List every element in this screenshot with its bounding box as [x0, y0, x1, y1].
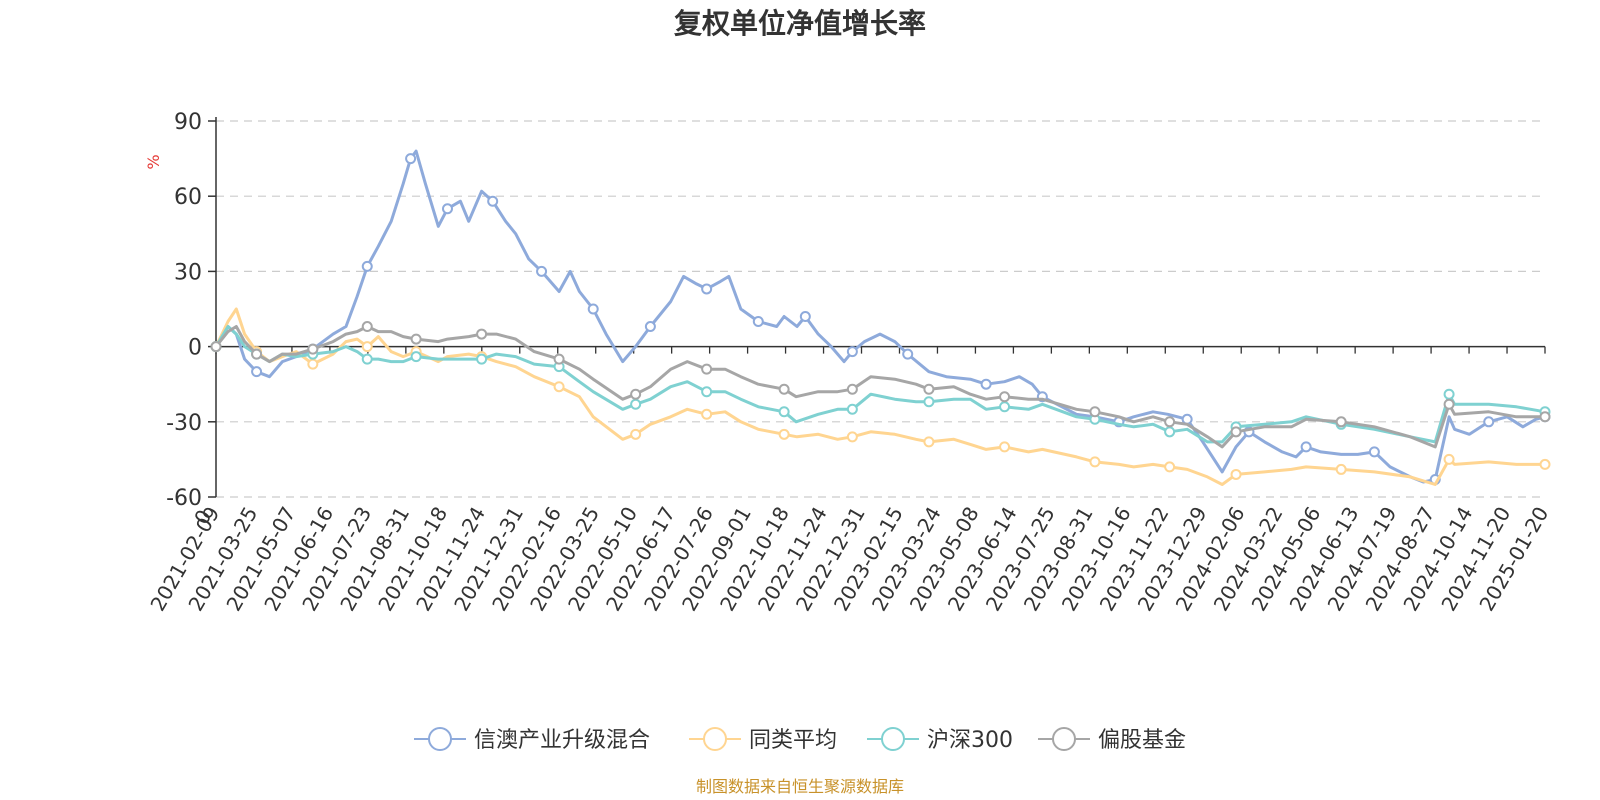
data-source-note: 制图数据来自恒生聚源数据库 — [696, 777, 904, 796]
series-point — [1335, 416, 1347, 428]
legend-swatch-marker — [1052, 727, 1076, 751]
series-point — [1539, 411, 1551, 423]
series-point — [752, 316, 764, 328]
legend-swatch-marker — [881, 727, 905, 751]
y-tick-label: -30 — [166, 411, 202, 436]
series-point — [701, 408, 713, 420]
series-point — [846, 431, 858, 443]
legend-label: 同类平均 — [749, 728, 837, 753]
series-point — [361, 353, 373, 365]
legend-label: 偏股基金 — [1098, 728, 1186, 753]
series-point — [999, 441, 1011, 453]
series-point — [630, 398, 642, 410]
series-point — [361, 321, 373, 333]
legend-item-3[interactable]: 偏股基金 — [1038, 727, 1186, 753]
series-point — [902, 348, 914, 360]
series-point — [778, 406, 790, 418]
series-point — [1164, 416, 1176, 428]
series-point — [1164, 426, 1176, 438]
series-line-3 — [214, 325, 1545, 449]
series-point — [307, 343, 319, 355]
series-point — [1300, 441, 1312, 453]
series-point — [630, 428, 642, 440]
series-point — [1443, 453, 1455, 465]
series-point — [644, 321, 656, 333]
series-point — [1539, 458, 1551, 470]
series-point — [1443, 388, 1455, 400]
series-point — [1230, 468, 1242, 480]
legend-item-0[interactable]: 信澳产业升级混合 — [414, 727, 650, 753]
series-point — [923, 436, 935, 448]
series-point — [923, 396, 935, 408]
series-point — [1089, 406, 1101, 418]
series-point — [476, 353, 488, 365]
y-tick-label: 0 — [188, 336, 202, 361]
series-point — [587, 303, 599, 315]
series-point — [778, 383, 790, 395]
series-point — [1230, 426, 1242, 438]
series-point — [846, 403, 858, 415]
series-lines — [210, 149, 1551, 486]
series-point — [846, 346, 858, 358]
legend-item-1[interactable]: 同类平均 — [689, 727, 837, 753]
legend-swatch-marker — [428, 727, 452, 751]
axes: 9060300-30-602021-02-092021-03-252021-05… — [145, 110, 1553, 615]
series-point — [630, 388, 642, 400]
series-point — [980, 378, 992, 390]
legend-label: 沪深300 — [927, 728, 1013, 753]
series-point — [307, 358, 319, 370]
series-point — [410, 351, 422, 363]
chart-title: 复权单位净值增长率 — [674, 7, 926, 40]
series-point — [1368, 446, 1380, 458]
y-axis-unit: % — [144, 154, 163, 169]
series-point — [1483, 416, 1495, 428]
y-tick-label: -60 — [166, 486, 202, 511]
series-point — [536, 265, 548, 277]
series-point — [846, 383, 858, 395]
legend-label: 信澳产业升级混合 — [474, 728, 650, 753]
series-point — [361, 260, 373, 272]
series-point — [210, 341, 222, 353]
y-tick-label: 90 — [174, 110, 202, 135]
series-point — [476, 328, 488, 340]
series-point — [999, 401, 1011, 413]
y-tick-label: 60 — [174, 185, 202, 210]
series-point — [1443, 398, 1455, 410]
legend-item-2[interactable]: 沪深300 — [867, 727, 1013, 753]
series-point — [410, 333, 422, 345]
series-point — [799, 311, 811, 323]
series-point — [553, 353, 565, 365]
series-point — [1335, 463, 1347, 475]
grid-lines — [216, 120, 1545, 498]
series-point — [778, 428, 790, 440]
legend[interactable]: 信澳产业升级混合 同类平均 沪深300 偏股基金 — [414, 727, 1186, 753]
series-point — [923, 383, 935, 395]
legend-swatch-marker — [703, 727, 727, 751]
series-point — [1089, 456, 1101, 468]
y-tick-label: 30 — [174, 260, 202, 285]
series-point — [251, 366, 263, 378]
series-point — [251, 348, 263, 360]
series-point — [487, 195, 499, 207]
series-point — [405, 153, 417, 165]
series-point — [701, 363, 713, 375]
series-point — [361, 341, 373, 353]
series-point — [441, 203, 453, 215]
series-point — [701, 283, 713, 295]
series-point — [553, 381, 565, 393]
series-point — [1164, 461, 1176, 473]
series-point — [999, 391, 1011, 403]
series-point — [701, 386, 713, 398]
